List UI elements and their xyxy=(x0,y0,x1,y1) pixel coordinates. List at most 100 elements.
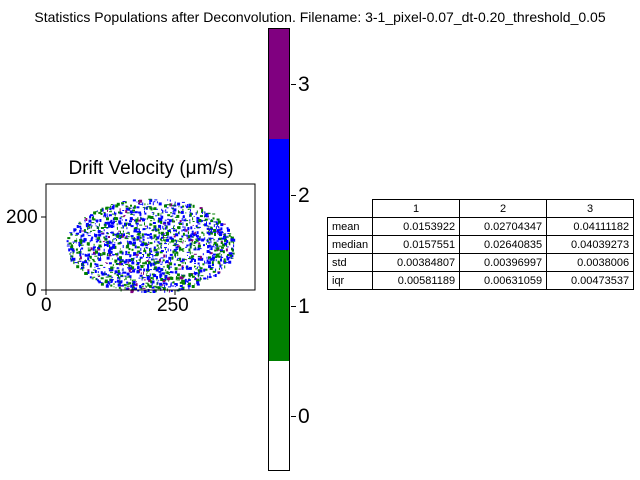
heatmap-cell xyxy=(68,242,72,245)
heatmap-cell xyxy=(140,217,143,219)
heatmap-cell xyxy=(154,229,158,231)
heatmap-cell xyxy=(94,255,98,257)
heatmap-cell xyxy=(216,223,218,227)
heatmap-cell xyxy=(107,209,108,212)
heatmap-cell xyxy=(196,237,198,240)
heatmap-cell xyxy=(135,264,138,266)
heatmap-cell xyxy=(136,281,137,283)
heatmap-cell xyxy=(208,276,212,279)
heatmap-cell xyxy=(167,286,171,288)
heatmap-cell xyxy=(168,262,170,265)
heatmap-cell xyxy=(224,260,227,263)
heatmap-cell xyxy=(71,234,73,236)
heatmap-cell xyxy=(182,215,185,219)
heatmap-cell xyxy=(148,241,150,244)
heatmap-cell xyxy=(201,231,204,234)
heatmap-cell xyxy=(222,243,226,247)
heatmap-cell xyxy=(132,279,136,281)
heatmap-cell xyxy=(174,216,176,218)
heatmap-cell xyxy=(139,256,143,259)
heatmap-cell xyxy=(168,243,169,245)
heatmap-cell xyxy=(196,266,198,269)
heatmap-cell xyxy=(177,253,179,257)
heatmap-cell xyxy=(100,282,104,286)
heatmap-cell xyxy=(188,236,190,238)
heatmap-cell xyxy=(196,220,200,223)
heatmap-cell xyxy=(228,234,231,237)
heatmap-cell xyxy=(154,266,157,270)
heatmap-cell xyxy=(208,222,211,225)
heatmap-cell xyxy=(206,225,209,227)
colorbar-label-2: 2 xyxy=(298,184,310,207)
heatmap-cell xyxy=(92,246,96,249)
heatmap-cell xyxy=(210,267,214,269)
heatmap-cell xyxy=(143,250,147,253)
heatmap-cell xyxy=(130,204,132,207)
heatmap-cell xyxy=(87,227,91,229)
heatmap-cell xyxy=(100,213,103,215)
heatmap-cell xyxy=(124,222,126,226)
heatmap-cell xyxy=(191,255,195,258)
heatmap-cell xyxy=(183,219,187,222)
heatmap-cell xyxy=(107,216,109,218)
heatmap-cell xyxy=(94,253,96,255)
heatmap-cell xyxy=(111,276,114,278)
heatmap-cell xyxy=(160,231,164,235)
heatmap-cell xyxy=(162,279,166,283)
heatmap-cell xyxy=(128,282,132,285)
heatmap-cell xyxy=(86,244,89,246)
heatmap-cell xyxy=(103,215,106,217)
heatmap-cell xyxy=(119,276,121,280)
heatmap-cell xyxy=(148,257,151,258)
heatmap-cell xyxy=(73,242,74,244)
heatmap-cell xyxy=(128,267,132,270)
heatmap-cell xyxy=(161,272,165,275)
heatmap-cell xyxy=(95,263,99,266)
heatmap-cell xyxy=(126,235,128,239)
table-cell: 0.02640835 xyxy=(459,235,548,254)
heatmap-cell xyxy=(170,231,172,234)
heatmap-cell xyxy=(231,253,234,255)
heatmap-cell xyxy=(186,235,189,237)
heatmap-cell xyxy=(84,217,86,219)
heatmap-cell xyxy=(149,235,153,239)
heatmap-cell xyxy=(168,271,170,275)
heatmap-cell xyxy=(208,237,212,239)
heatmap-cell xyxy=(138,202,140,204)
heatmap-cell xyxy=(185,204,187,207)
heatmap-cell xyxy=(134,227,138,229)
heatmap-cell xyxy=(98,236,101,240)
heatmap-cell xyxy=(79,253,82,257)
heatmap-cell xyxy=(152,290,156,293)
heatmap-cell xyxy=(103,212,106,214)
heatmap-cell xyxy=(153,268,155,270)
heatmap-cell xyxy=(197,236,199,238)
heatmap-cell xyxy=(84,272,87,274)
heatmap-cell xyxy=(110,266,114,270)
heatmap-cell xyxy=(136,224,138,227)
heatmap-cell xyxy=(112,248,113,250)
heatmap-cell xyxy=(170,282,172,286)
heatmap-cell xyxy=(213,221,216,223)
heatmap-cell xyxy=(98,223,100,227)
heatmap-cell xyxy=(194,272,198,274)
heatmap-cell xyxy=(116,253,118,257)
heatmap-cell xyxy=(80,240,84,242)
heatmap-cell xyxy=(80,236,82,240)
heatmap-cell xyxy=(178,210,179,214)
heatmap-cell xyxy=(121,260,125,262)
heatmap-cell xyxy=(148,278,152,282)
heatmap-cell xyxy=(182,277,184,279)
heatmap-cell xyxy=(162,259,165,262)
heatmap-cell xyxy=(198,280,201,282)
heatmap-cell xyxy=(165,209,167,212)
heatmap-cell xyxy=(227,228,230,232)
heatmap-cell xyxy=(228,257,231,259)
heatmap-cell xyxy=(164,272,167,274)
heatmap-cell xyxy=(153,218,155,221)
heatmap-cell xyxy=(184,230,187,232)
column-header: 3 xyxy=(546,199,635,218)
heatmap-cell xyxy=(142,287,146,289)
heatmap-cell xyxy=(177,226,178,229)
heatmap-cell xyxy=(166,207,169,209)
